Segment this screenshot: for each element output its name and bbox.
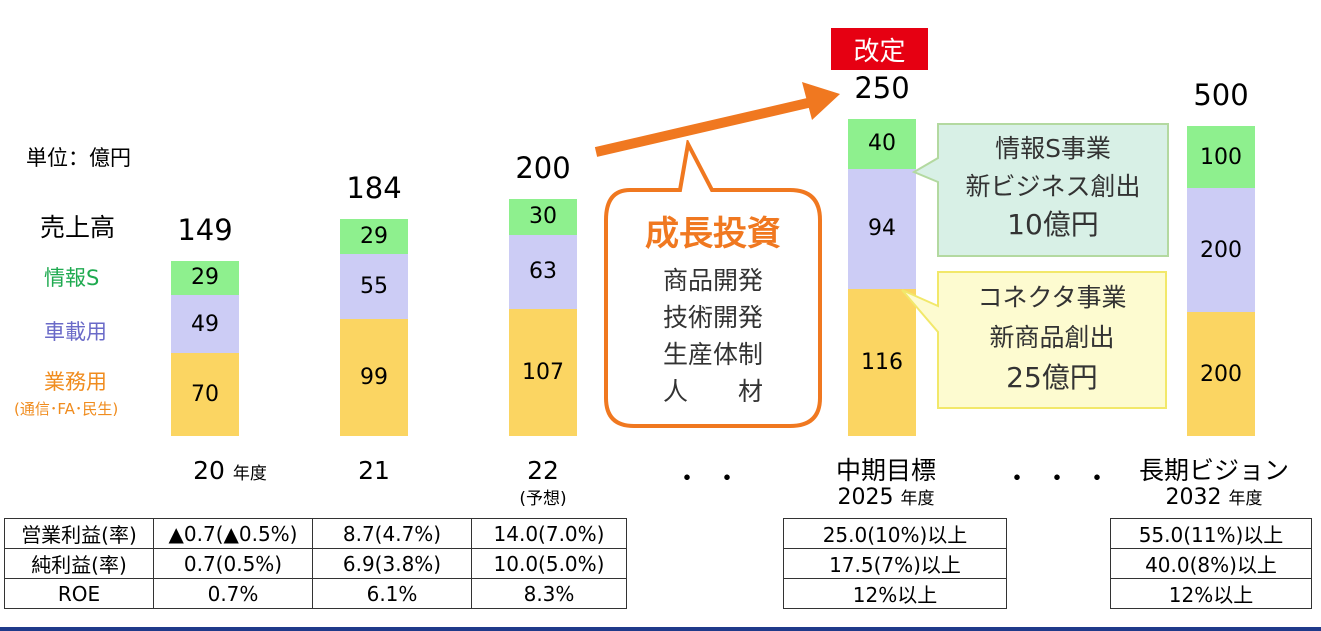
table-row: 12%以上 <box>1110 578 1312 609</box>
table-row: 40.0(8%)以上 <box>1110 548 1312 579</box>
legend-sales: 売上高 <box>40 213 116 242</box>
bar-total-label: 184 <box>346 171 402 206</box>
table-cell: 12%以上 <box>1110 578 1312 609</box>
bar-segment-auto: 49 <box>171 294 239 354</box>
legend-business-sub: (通信･FA･民生) <box>14 400 119 418</box>
growth-arrow-head <box>802 82 840 120</box>
table-cell: 55.0(11%)以上 <box>1110 518 1312 549</box>
connector-callout-line: 新商品創出 <box>989 323 1115 352</box>
bar-segment-info: 29 <box>340 219 408 254</box>
table-cell: 0.7(0.5%) <box>153 548 313 579</box>
bar-segment-auto: 94 <box>848 169 916 289</box>
bar-segment-info: 30 <box>509 199 577 235</box>
bar-segment-auto: 63 <box>509 234 577 310</box>
table-row: ROE 0.7% 6.1% 8.3% <box>4 578 627 609</box>
legend-business: 業務用 <box>44 370 107 394</box>
bar-segment-business: 70 <box>171 353 239 436</box>
x-label-fy20-suffix: 年度 <box>232 464 267 484</box>
legend-auto: 車載用 <box>44 320 107 344</box>
growth-item: 人 材 <box>662 377 763 406</box>
x-label-fy22: 22 <box>527 456 559 485</box>
table-cell: 0.7% <box>153 578 313 609</box>
table-row: 25.0(10%)以上 <box>783 518 1007 549</box>
info-callout-line: 情報S事業 <box>995 134 1111 163</box>
table-cell: 6.1% <box>312 578 472 609</box>
x-label-mid-year: 2025 年度 <box>786 484 986 510</box>
info-callout: 情報S事業 新ビジネス創出 10億円 <box>938 130 1168 244</box>
x-label-mid-year-num: 2025 <box>837 485 894 510</box>
info-callout-line: 10億円 <box>1007 208 1099 241</box>
connector-callout-line: コネクタ事業 <box>977 283 1127 312</box>
growth-arrow <box>594 82 840 157</box>
table-cell: 10.0(5.0%) <box>471 548 627 579</box>
x-label-long: 長期ビジョン <box>1138 456 1289 485</box>
bar-segment-info: 29 <box>171 260 239 295</box>
table-row: 営業利益(率) ▲0.7(▲0.5%) 8.7(4.7%) 14.0(7.0%) <box>4 518 627 549</box>
table-row: 純利益(率) 0.7(0.5%) 6.9(3.8%) 10.0(5.0%) <box>4 548 627 579</box>
table-cell: 6.9(3.8%) <box>312 548 472 579</box>
x-label-long-year-num: 2032 <box>1165 485 1222 510</box>
growth-callout-shape <box>604 140 822 428</box>
bar-segment-info: 100 <box>1187 126 1255 188</box>
x-label-fy21: 21 <box>358 456 390 485</box>
bar-segment-business: 107 <box>509 309 577 436</box>
connector-callout-line: 25億円 <box>1006 361 1098 394</box>
metrics-table-actual: 営業利益(率) ▲0.7(▲0.5%) 8.7(4.7%) 14.0(7.0%)… <box>4 518 627 609</box>
table-cell: ▲0.7(▲0.5%) <box>153 518 313 549</box>
revised-badge: 改定 <box>831 28 928 70</box>
bar-segment-auto: 200 <box>1187 188 1255 312</box>
row-label: ROE <box>4 578 154 609</box>
x-label-fy22-sub: (予想) <box>519 489 567 509</box>
info-callout-shape <box>912 123 1169 257</box>
x-label-long-suffix: 年度 <box>1228 489 1263 509</box>
table-cell: 40.0(8%)以上 <box>1110 548 1312 579</box>
bar-total-label: 500 <box>1193 78 1249 112</box>
bar-segment-business: 200 <box>1187 312 1255 436</box>
bar-total-label: 200 <box>515 151 571 185</box>
unit-label: 単位：億円 <box>26 146 131 170</box>
bar-segment-info: 40 <box>848 118 916 170</box>
bar-segment-business: 99 <box>340 318 408 436</box>
x-label-fy20-year: 20 <box>193 456 225 485</box>
connector-callout: コネクタ事業 新商品創出 25億円 <box>938 278 1166 398</box>
growth-item: 商品開発 <box>662 266 763 295</box>
metrics-table-long: 55.0(11%)以上 40.0(8%)以上 12%以上 <box>1110 518 1312 609</box>
bar-total-label: 250 <box>854 70 910 105</box>
metrics-table-mid: 25.0(10%)以上 17.5(7%)以上 12%以上 <box>783 518 1007 609</box>
bottom-rule <box>0 627 1321 631</box>
growth-arrow-line <box>594 97 814 157</box>
table-row: 12%以上 <box>783 578 1007 609</box>
x-label-long-year: 2032 年度 <box>1114 484 1314 510</box>
row-label: 営業利益(率) <box>4 518 154 549</box>
info-callout-line: 新ビジネス創出 <box>965 172 1141 201</box>
table-row: 55.0(11%)以上 <box>1110 518 1312 549</box>
x-label-fy20: 20 年度 <box>130 456 330 485</box>
table-cell: 14.0(7.0%) <box>471 518 627 549</box>
growth-item: 生産体制 <box>662 340 763 369</box>
table-cell: 8.3% <box>471 578 627 609</box>
legend-info: 情報S <box>44 266 100 290</box>
bar-segment-auto: 55 <box>340 253 408 319</box>
growth-item: 技術開発 <box>662 303 763 332</box>
x-label-mid: 中期目標 <box>835 456 936 485</box>
x-label-mid-suffix: 年度 <box>900 489 935 509</box>
table-cell: 8.7(4.7%) <box>312 518 472 549</box>
dots-separator: ・・・ <box>1004 464 1125 494</box>
table-cell: 17.5(7%)以上 <box>783 548 1007 579</box>
table-cell: 25.0(10%)以上 <box>783 518 1007 549</box>
bar-segment-business: 116 <box>848 288 916 436</box>
table-cell: 12%以上 <box>783 578 1007 609</box>
growth-callout-title: 成長投資 <box>645 214 781 254</box>
connector-callout-shape <box>901 271 1167 409</box>
row-label: 純利益(率) <box>4 548 154 579</box>
bar-total-label: 149 <box>177 212 233 247</box>
dots-separator: ・・ <box>674 464 755 494</box>
table-row: 17.5(7%)以上 <box>783 548 1007 579</box>
growth-callout-list: 商品開発 技術開発 生産体制 人 材 <box>606 262 820 410</box>
